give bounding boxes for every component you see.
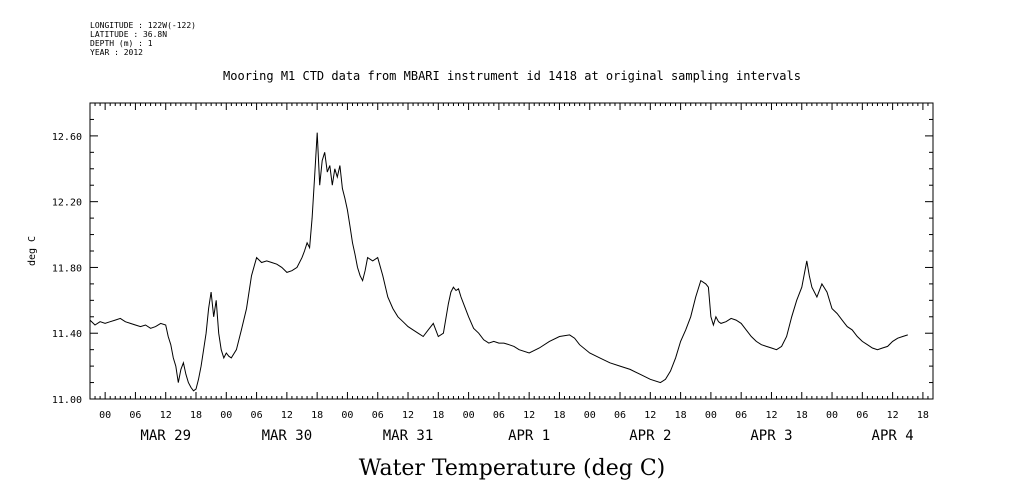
y-axis-label: deg C: [27, 236, 38, 266]
x-tick-label: 06: [129, 410, 141, 421]
x-axis-label: Water Temperature (deg C): [359, 456, 666, 481]
date-label: MAR 29: [140, 428, 191, 444]
y-tick-label: 11.00: [52, 395, 82, 406]
year-label: YEAR : 2012: [90, 48, 143, 57]
x-tick-label: 00: [341, 410, 353, 421]
y-tick-labels: 11.00 11.40 11.80 12.20 12.60: [52, 132, 82, 406]
x-tick-label: 06: [251, 410, 263, 421]
x-tick-labels: 00 06 12 18 00 06 12 18 00 06 12 18 00 06 12 18 00 06 12 18…: [99, 410, 929, 421]
y-tick-label: 12.20: [52, 198, 82, 209]
depth-label: DEPTH (m) : 1: [90, 39, 153, 48]
x-tick-label: 00: [463, 410, 475, 421]
x-tick-label: 06: [856, 410, 868, 421]
y-tick-label: 11.40: [52, 329, 82, 340]
x-tick-label: 18: [553, 410, 565, 421]
x-tick-label: 18: [917, 410, 929, 421]
date-label: APR 3: [750, 428, 792, 444]
axis-ticks: [89, 102, 934, 400]
x-tick-label: 18: [190, 410, 202, 421]
x-tick-label: 00: [220, 410, 232, 421]
x-tick-label: 12: [402, 410, 414, 421]
series-line: [89, 132, 908, 392]
y-tick-label: 11.80: [52, 263, 82, 274]
chart-title: Mooring M1 CTD data from MBARI instrumen…: [223, 69, 801, 83]
date-label: APR 4: [872, 428, 914, 444]
date-label: MAR 31: [383, 428, 434, 444]
x-tick-label: 18: [432, 410, 444, 421]
x-tick-label: 18: [675, 410, 687, 421]
metadata-block: LONGITUDE : 122W(-122) LATITUDE : 36.8N …: [90, 21, 196, 57]
date-label: APR 1: [508, 428, 550, 444]
x-tick-label: 12: [160, 410, 172, 421]
longitude-label: LONGITUDE : 122W(-122): [90, 21, 196, 30]
x-tick-label: 06: [372, 410, 384, 421]
x-tick-label: 00: [99, 410, 111, 421]
date-labels: MAR 29 MAR 30 MAR 31 APR 1 APR 2 APR 3 APR 4: [140, 428, 913, 444]
x-tick-label: 00: [584, 410, 596, 421]
x-tick-label: 12: [523, 410, 535, 421]
date-label: APR 2: [629, 428, 671, 444]
date-label: MAR 30: [262, 428, 313, 444]
y-tick-label: 12.60: [52, 132, 82, 143]
plot-frame: [89, 102, 934, 400]
x-tick-label: 12: [644, 410, 656, 421]
x-tick-label: 12: [765, 410, 777, 421]
x-tick-label: 00: [826, 410, 838, 421]
x-tick-label: 06: [493, 410, 505, 421]
latitude-label: LATITUDE : 36.8N: [90, 30, 168, 39]
x-tick-label: 12: [281, 410, 293, 421]
x-tick-label: 06: [614, 410, 626, 421]
x-tick-label: 06: [735, 410, 747, 421]
x-tick-label: 00: [705, 410, 717, 421]
x-tick-label: 18: [311, 410, 323, 421]
x-tick-label: 12: [887, 410, 899, 421]
x-tick-label: 18: [796, 410, 808, 421]
